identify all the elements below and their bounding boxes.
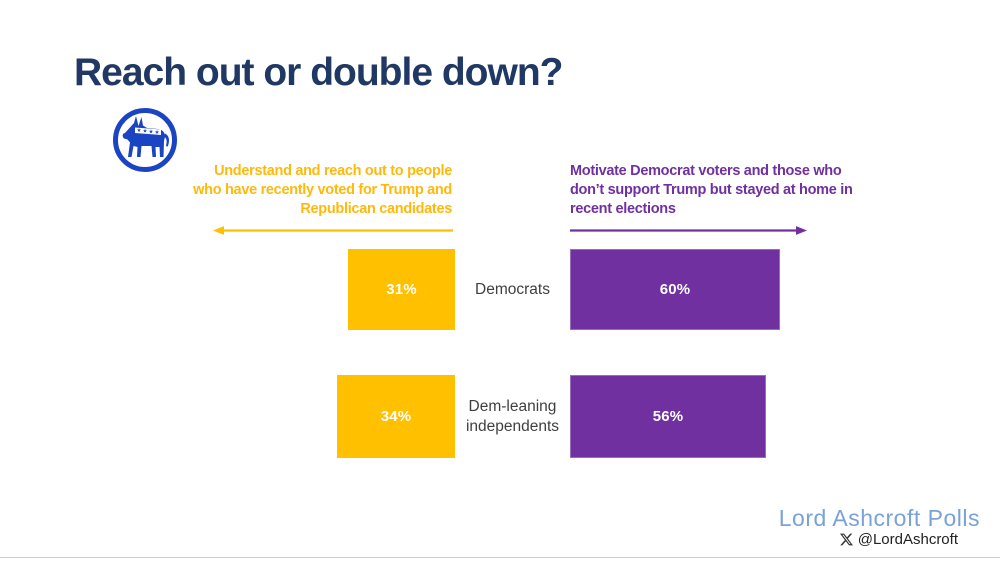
page-title: Reach out or double down? — [74, 51, 563, 95]
bottom-divider — [0, 557, 1000, 558]
strategy-label-reach-out: Understand and reach out to people who h… — [152, 162, 452, 219]
bar-reach-out-independents: 34% — [337, 375, 455, 458]
bar-motivate-democrats: 60% — [570, 249, 780, 330]
strategy-right-line-1: Motivate Democrat voters and those who — [570, 163, 842, 179]
bar-value-label: 60% — [659, 281, 691, 298]
bar-value-label: 31% — [386, 281, 417, 298]
strategy-left-line-2: who have recently voted for Trump and — [193, 182, 452, 198]
chart-row-democrats: 31% Democrats 60% — [0, 249, 1000, 330]
strategy-left-line-3: Republican candidates — [300, 201, 452, 217]
brand-logo-text: Lord Ashcroft Polls — [778, 505, 980, 531]
bar-value-label: 56% — [652, 408, 684, 425]
category-label-dem-leaning-independents: Dem-leaning independents — [465, 397, 560, 435]
social-handle-text: @LordAshcroft — [857, 531, 958, 548]
x-logo-icon — [839, 533, 853, 546]
category-label-democrats: Democrats — [475, 280, 550, 298]
social-handle: @LordAshcroft — [839, 531, 958, 548]
left-arrow-icon — [213, 226, 453, 235]
chart-row-dem-leaning-independents: 34% Dem-leaning independents 56% — [0, 375, 1000, 458]
democrat-donkey-icon — [111, 106, 179, 174]
strategy-right-line-3: recent elections — [570, 201, 676, 217]
strategy-label-motivate: Motivate Democrat voters and those who d… — [570, 162, 890, 219]
bar-value-label: 34% — [380, 408, 412, 425]
bar-reach-out-democrats: 31% — [348, 249, 455, 330]
strategy-left-line-1: Understand and reach out to people — [214, 163, 452, 179]
right-arrow-icon — [570, 226, 807, 235]
strategy-right-line-2: don’t support Trump but stayed at home i… — [570, 182, 853, 198]
bar-motivate-independents: 56% — [570, 375, 766, 458]
